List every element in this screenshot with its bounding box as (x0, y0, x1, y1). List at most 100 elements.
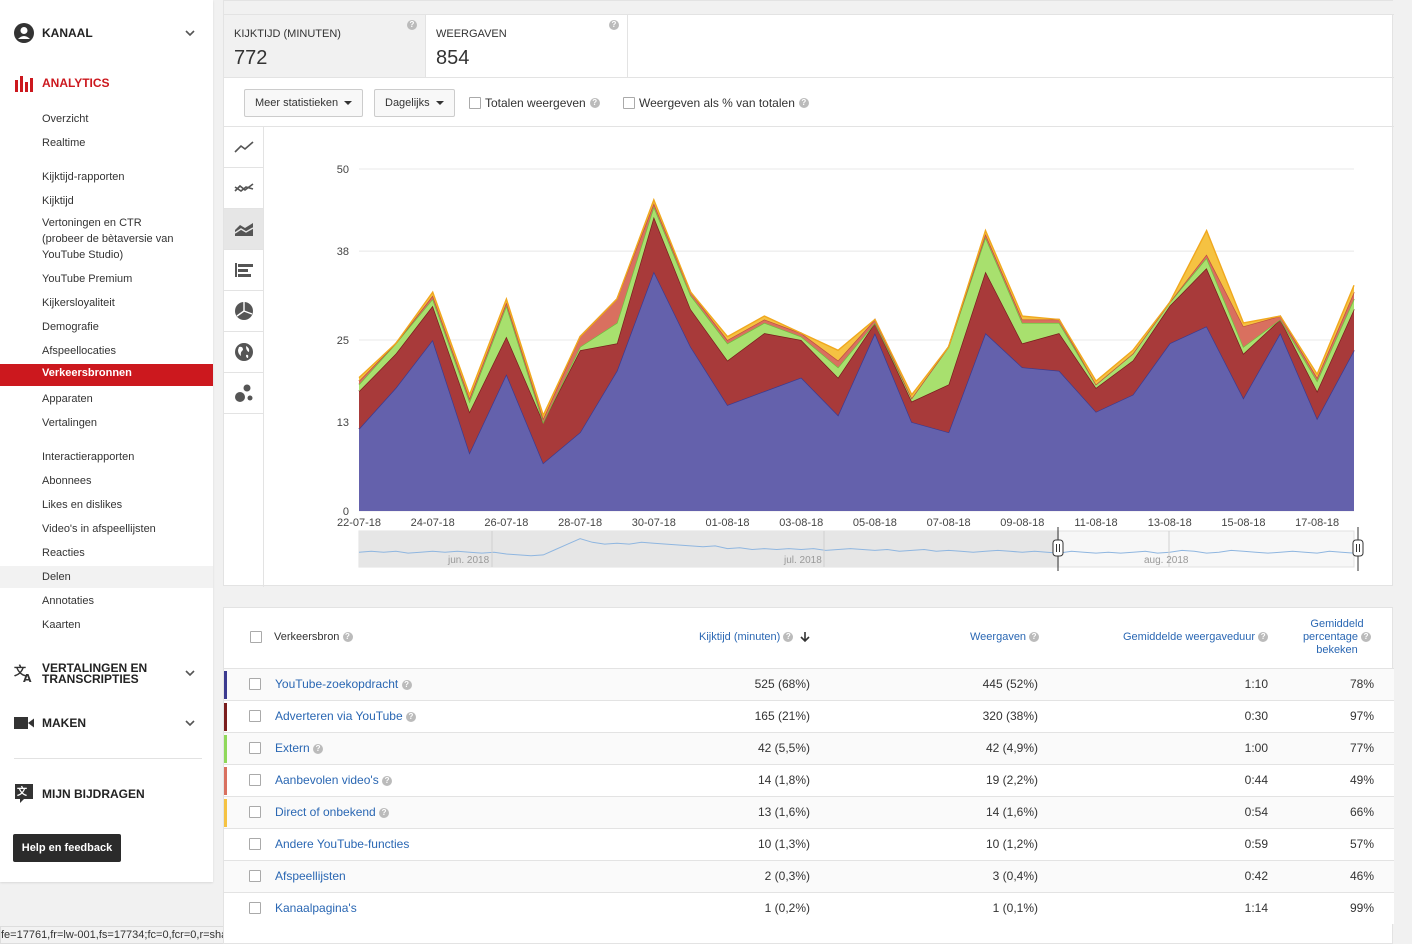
help-icon[interactable]: ? (1029, 632, 1040, 643)
help-feedback-button[interactable]: Help en feedback (13, 834, 121, 862)
views-cell: 42 (4,9%) (986, 741, 1038, 755)
period-dropdown[interactable]: Dagelijks (374, 89, 455, 117)
source-link[interactable]: Andere YouTube-functies (275, 837, 409, 851)
table-row[interactable]: YouTube-zoekopdracht ? 525 (68%) 445 (52%)… (224, 668, 1394, 700)
table-row[interactable]: Andere YouTube-functies 10 (1,3%) 10 (1,2%… (224, 828, 1394, 860)
create-section[interactable]: MAKEN (0, 713, 213, 733)
help-icon[interactable]: ? (783, 632, 794, 643)
table-row[interactable]: Adverteren via YouTube ? 165 (21%) 320 (38… (224, 700, 1394, 732)
bar-chart-button[interactable] (224, 250, 263, 291)
nav-overview[interactable]: Overzicht (42, 113, 89, 125)
metric-watch-time[interactable]: KIJKTIJD (MINUTEN) 772 ? (224, 15, 426, 77)
line-chart-button[interactable] (224, 127, 263, 168)
nav-impressions[interactable]: Vertoningen en CTR (probeer de bètaversi… (42, 215, 173, 263)
x-tick-label: 17-08-18 (1295, 517, 1339, 529)
nav-annotations[interactable]: Annotaties (42, 595, 94, 607)
stacked-area-chart-button[interactable] (224, 209, 263, 250)
nav-devices[interactable]: Apparaten (42, 393, 93, 405)
help-icon[interactable]: ? (313, 743, 324, 754)
nav-audience-retention[interactable]: Kijkersloyaliteit (42, 297, 115, 309)
nav-realtime[interactable]: Realtime (42, 137, 86, 149)
source-link[interactable]: YouTube-zoekopdracht ? (275, 677, 412, 691)
source-link[interactable]: Kanaalpagina's (275, 901, 357, 915)
help-icon[interactable]: ? (379, 807, 390, 818)
header-avg-duration[interactable]: Gemiddelde weergaveduur ? (1123, 631, 1269, 643)
nav-translations[interactable]: Vertalingen (42, 417, 98, 429)
nav-youtube-premium[interactable]: YouTube Premium (42, 273, 133, 285)
x-tick-label: 05-08-18 (853, 517, 897, 529)
source-link[interactable]: Aanbevolen video's ? (275, 773, 393, 787)
row-checkbox[interactable] (249, 838, 261, 850)
nav-sharing[interactable]: Delen (42, 571, 71, 583)
row-checkbox[interactable] (249, 806, 261, 818)
select-all-checkbox[interactable] (250, 631, 262, 643)
nav-demographics[interactable]: Demografie (42, 321, 99, 333)
source-link[interactable]: Extern ? (275, 741, 324, 755)
header-views[interactable]: Weergaven ? (970, 631, 1040, 643)
show-percent-checkbox[interactable] (623, 97, 635, 109)
row-checkbox[interactable] (249, 902, 261, 914)
nav-playback-locations[interactable]: Afspeellocaties (42, 345, 116, 357)
map-chart-button[interactable] (224, 332, 263, 373)
contributions-section[interactable]: 文 MIJN BIJDRAGEN (0, 783, 213, 803)
show-totals-label: Totalen weergeven (485, 96, 586, 110)
nav-comments[interactable]: Reacties (42, 547, 85, 559)
help-icon[interactable]: ? (342, 632, 353, 643)
row-checkbox[interactable] (249, 678, 261, 690)
help-icon[interactable]: ? (798, 98, 809, 108)
nav-watch-reports-header[interactable]: Kijktijd-rapporten (42, 171, 125, 183)
table-row[interactable]: Aanbevolen video's ? 14 (1,8%) 19 (2,2%) 0:… (224, 764, 1394, 796)
header-avg-percentage[interactable]: Gemiddeld percentage ? bekeken (1292, 618, 1382, 657)
row-checkbox[interactable] (249, 742, 261, 754)
help-icon[interactable]: ? (382, 775, 393, 786)
pie-chart-button[interactable] (224, 291, 263, 332)
watch-time-cell: 10 (1,3%) (758, 837, 810, 851)
show-totals-checkbox[interactable] (469, 97, 481, 109)
nav-traffic-sources[interactable]: Verkeersbronnen (0, 364, 213, 386)
table-row[interactable]: Direct of onbekend ? 13 (1,6%) 14 (1,6%) 0:… (224, 796, 1394, 828)
table-row[interactable]: Extern ? 42 (5,5%) 42 (4,9%) 1:00 77% (224, 732, 1394, 764)
views-pct: (4,9%) (1002, 741, 1038, 755)
nav-videos-in-playlists[interactable]: Video's in afspeellijsten (42, 523, 156, 535)
watch-time-value: 13 (757, 805, 772, 819)
watch-time-value: 165 (754, 709, 775, 723)
watch-time-pct: (0,2%) (774, 901, 810, 915)
navigator-handle[interactable] (1052, 539, 1064, 557)
row-checkbox[interactable] (249, 870, 261, 882)
avg-duration-cell: 0:44 (1244, 773, 1268, 787)
nav-cards[interactable]: Kaarten (42, 619, 81, 631)
views-cell: 320 (38%) (983, 709, 1038, 723)
table-row[interactable]: Kanaalpagina's 1 (0,2%) 1 (0,1%) 1:14 99% (224, 892, 1394, 924)
row-checkbox[interactable] (249, 774, 261, 786)
navigator-handle[interactable] (1352, 539, 1364, 557)
metric-views[interactable]: WEERGAVEN 854 ? (426, 15, 628, 77)
source-link[interactable]: Afspeellijsten (275, 869, 346, 883)
more-stats-dropdown[interactable]: Meer statistieken (244, 89, 364, 117)
source-link[interactable]: Adverteren via YouTube ? (275, 709, 416, 723)
help-icon[interactable]: ? (1258, 632, 1269, 643)
help-icon[interactable]: ? (401, 679, 412, 690)
help-icon[interactable]: ? (589, 98, 600, 108)
x-tick-label: 13-08-18 (1148, 517, 1192, 529)
help-icon[interactable]: ? (407, 20, 417, 30)
series-color-bar (224, 831, 227, 859)
nav-likes[interactable]: Likes en dislikes (42, 499, 123, 511)
header-source[interactable]: Verkeersbron ? (274, 631, 353, 643)
views-pct: (52%) (1005, 677, 1038, 691)
row-checkbox[interactable] (249, 710, 261, 722)
multi-line-chart-button[interactable] (224, 168, 263, 209)
nav-watch-time[interactable]: Kijktijd (42, 195, 74, 207)
help-icon[interactable]: ? (609, 20, 619, 30)
nav-interaction-header[interactable]: Interactierapporten (42, 451, 135, 463)
bubble-chart-button[interactable] (224, 373, 263, 414)
nav-subscribers[interactable]: Abonnees (42, 475, 92, 487)
header-watch-time[interactable]: Kijktijd (minuten) ? (699, 631, 811, 643)
source-link[interactable]: Direct of onbekend ? (275, 805, 390, 819)
table-row[interactable]: Afspeellijsten 2 (0,3%) 3 (0,4%) 0:42 46% (224, 860, 1394, 892)
help-icon[interactable]: ? (406, 711, 416, 722)
channel-section[interactable]: KANAAL (0, 23, 213, 43)
chevron-down-icon (184, 717, 196, 729)
help-icon[interactable]: ? (1361, 632, 1372, 643)
analytics-section[interactable]: ANALYTICS (0, 73, 213, 93)
